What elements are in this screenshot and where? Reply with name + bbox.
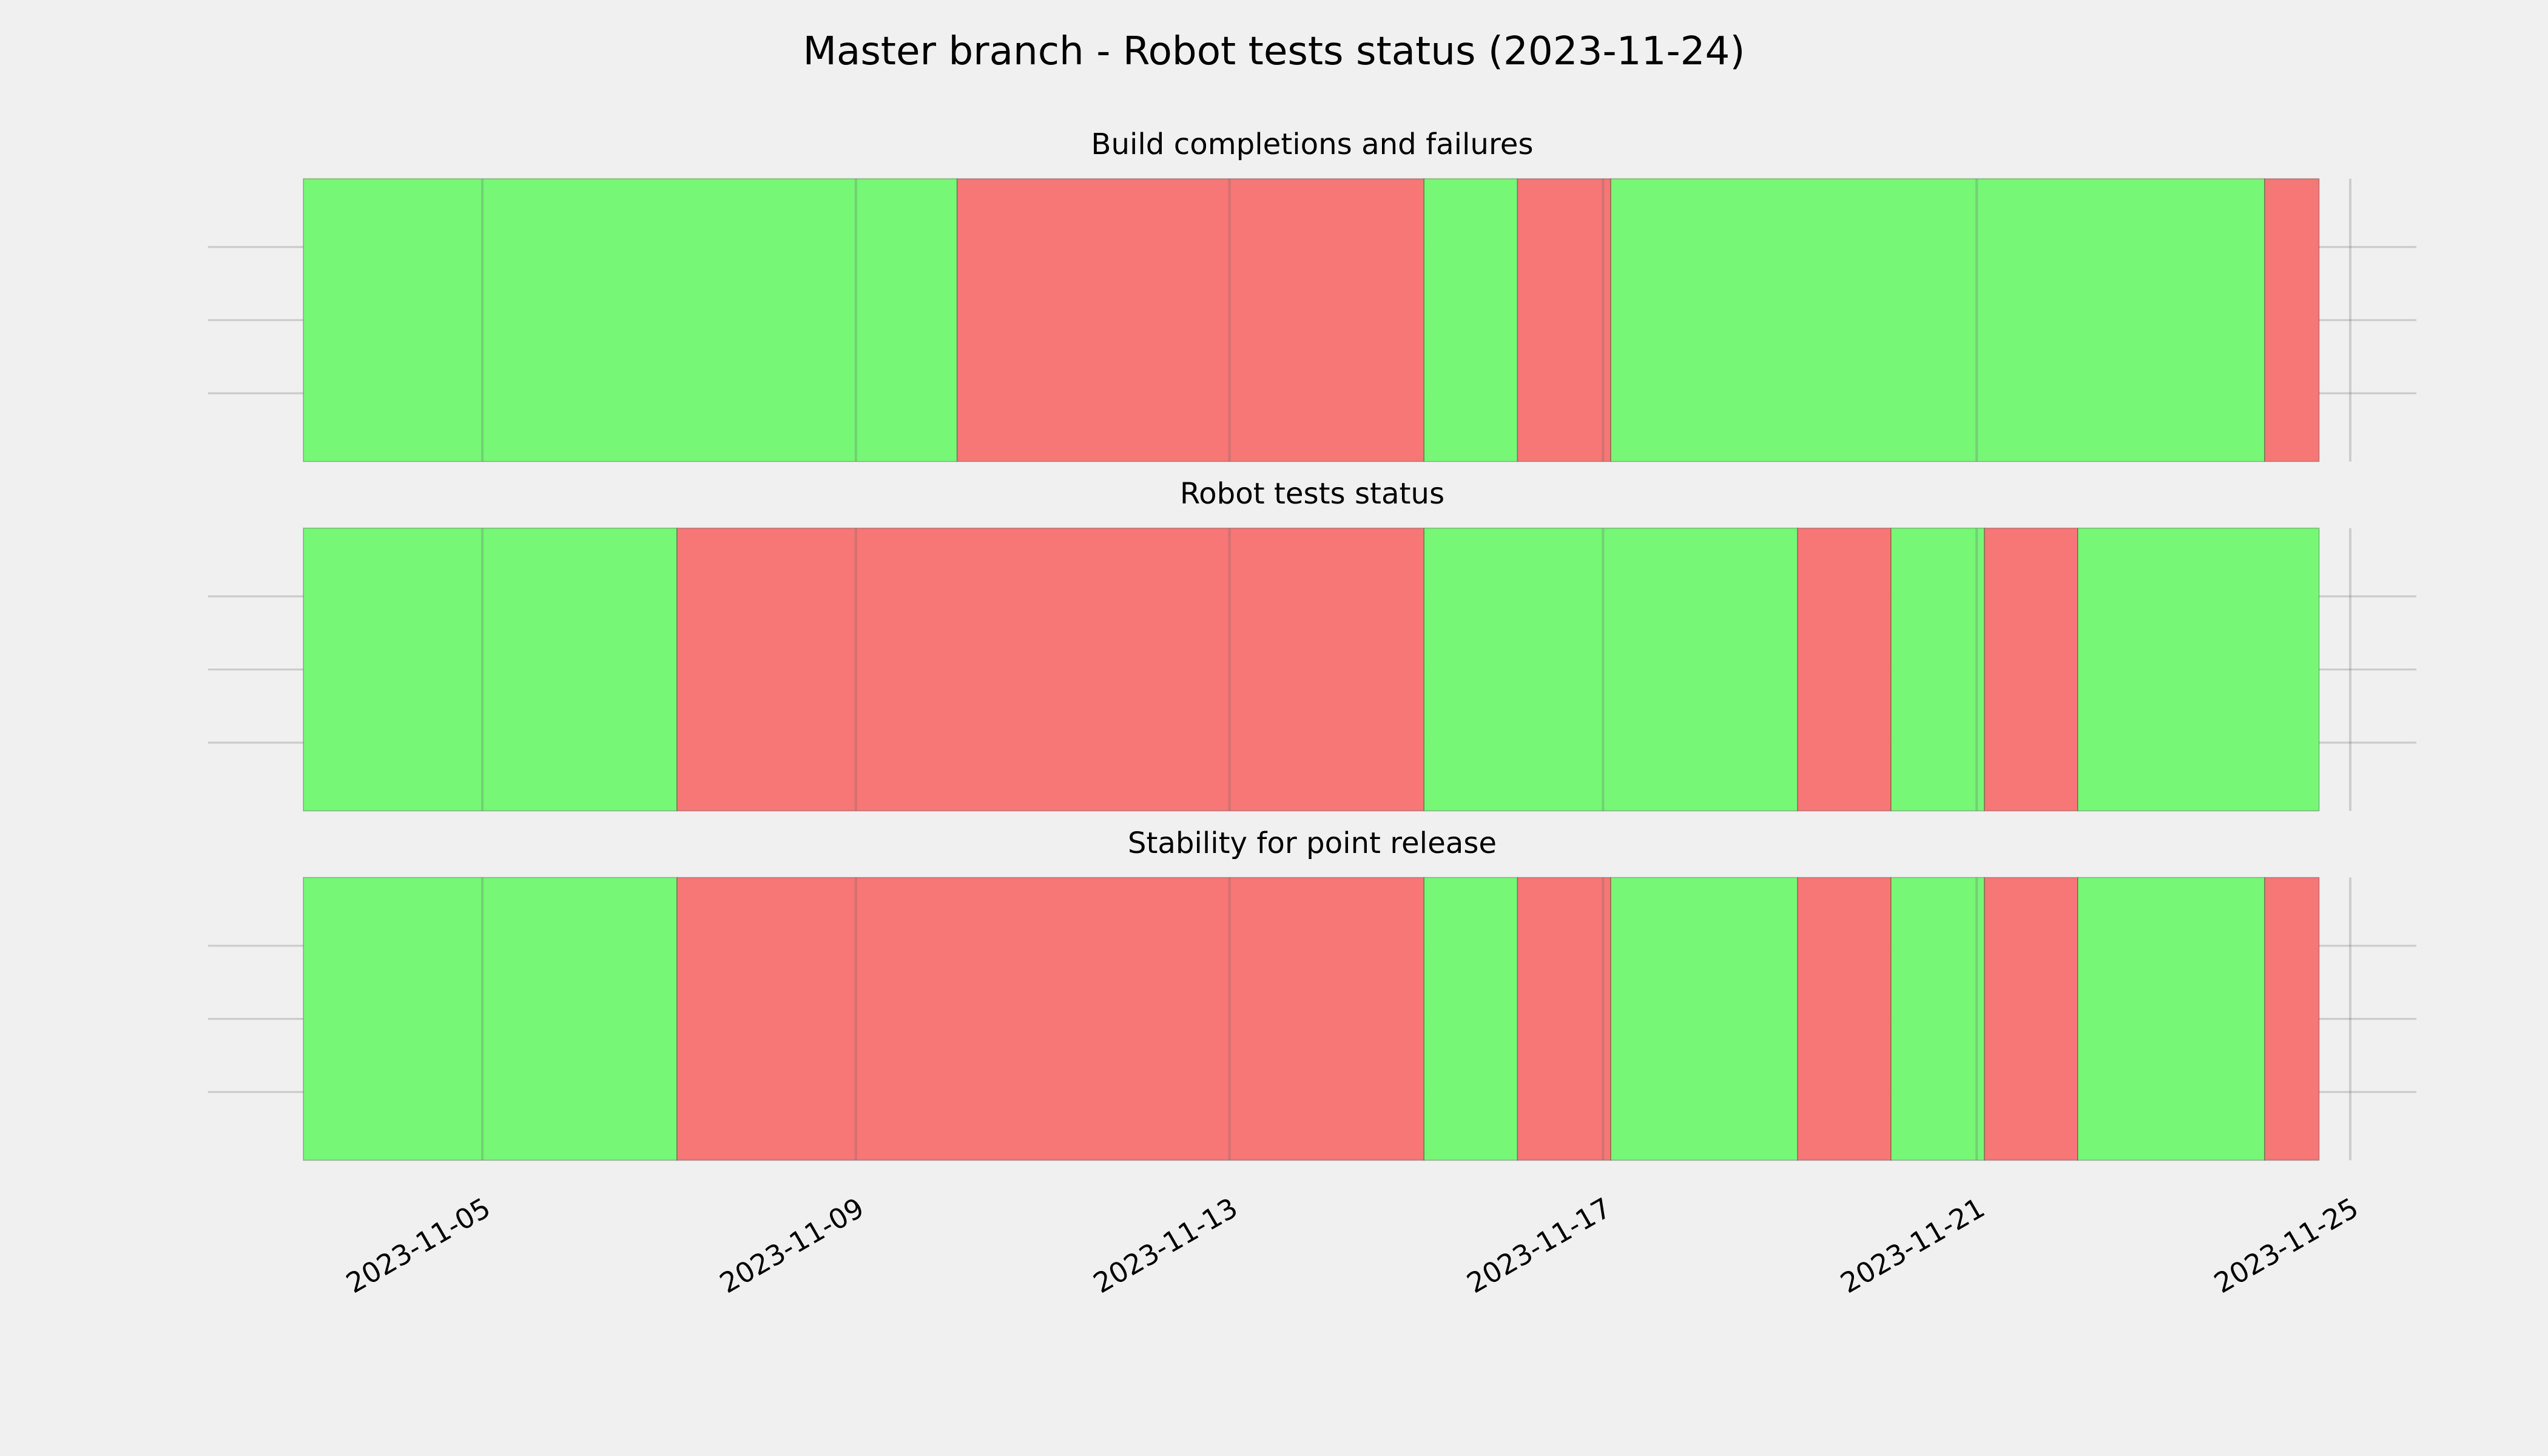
status-segment xyxy=(676,877,1425,1161)
status-segment xyxy=(676,527,1425,812)
status-segment xyxy=(2264,877,2320,1161)
status-segment xyxy=(1610,178,2265,462)
status-segment xyxy=(1517,877,1612,1161)
status-segment xyxy=(2077,877,2265,1161)
panel-title: Robot tests status xyxy=(1180,477,1444,511)
status-segment xyxy=(1890,527,1985,812)
status-segment xyxy=(1423,527,1798,812)
status-segment xyxy=(1797,527,1892,812)
status-segment xyxy=(2077,527,2320,812)
status-segment xyxy=(1423,877,1518,1161)
status-segment xyxy=(303,877,678,1161)
status-segment xyxy=(1984,877,2078,1161)
status-segment xyxy=(1517,178,1612,462)
figure-title: Master branch - Robot tests status (2023… xyxy=(803,29,1745,74)
status-segment xyxy=(1984,527,2078,812)
status-segment xyxy=(1423,178,1518,462)
status-segment xyxy=(2264,178,2320,462)
status-segment xyxy=(956,178,1425,462)
status-segment xyxy=(303,178,958,462)
panel-title: Build completions and failures xyxy=(1091,127,1533,161)
status-segment xyxy=(1797,877,1892,1161)
status-segment xyxy=(1610,877,1798,1161)
panel-title: Stability for point release xyxy=(1128,826,1497,860)
status-segment xyxy=(1890,877,1985,1161)
status-segment xyxy=(303,527,678,812)
